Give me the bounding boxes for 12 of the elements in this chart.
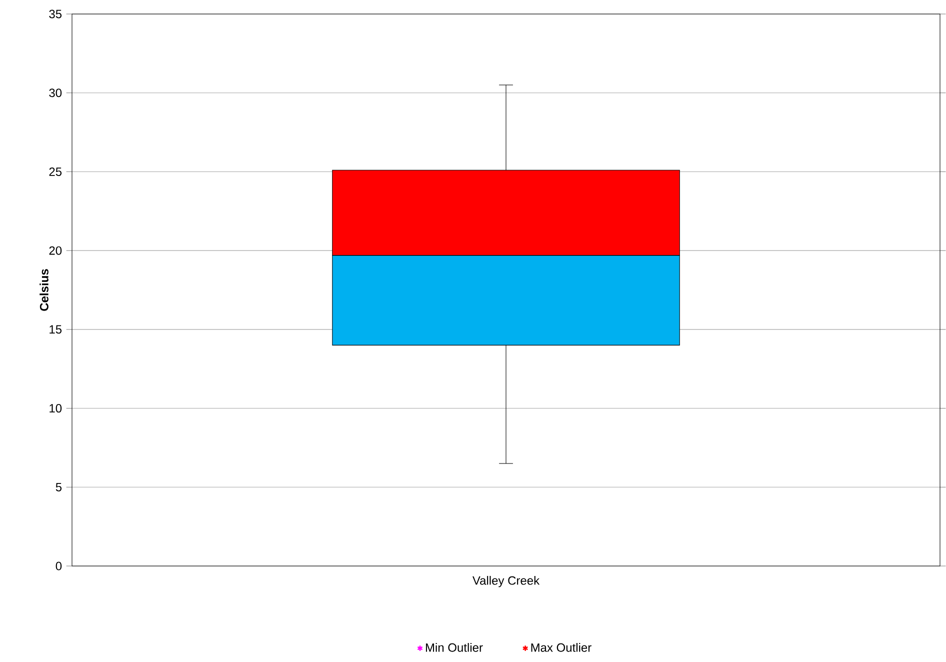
y-tick-label: 5 — [56, 482, 62, 492]
y-tick-label: 0 — [56, 562, 62, 570]
y-tick-label: 15 — [50, 325, 62, 334]
y-tick-label: 20 — [49, 246, 62, 255]
y-tick-label: 35 — [49, 10, 62, 18]
y-tick-label: 10 — [50, 404, 62, 413]
legend-label: Max Outlier — [531, 643, 592, 652]
y-tick-label: 25 — [49, 167, 62, 176]
y-axis-title: Celsius — [40, 269, 48, 311]
y-tick-label: 30 — [49, 88, 62, 98]
legend-label: Min Outlier — [426, 643, 483, 652]
x-tick-label: Valley Creek — [472, 576, 540, 588]
